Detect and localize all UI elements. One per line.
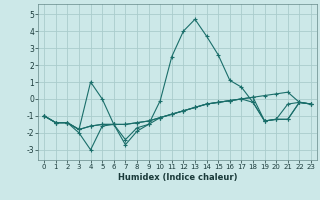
X-axis label: Humidex (Indice chaleur): Humidex (Indice chaleur) [118, 173, 237, 182]
